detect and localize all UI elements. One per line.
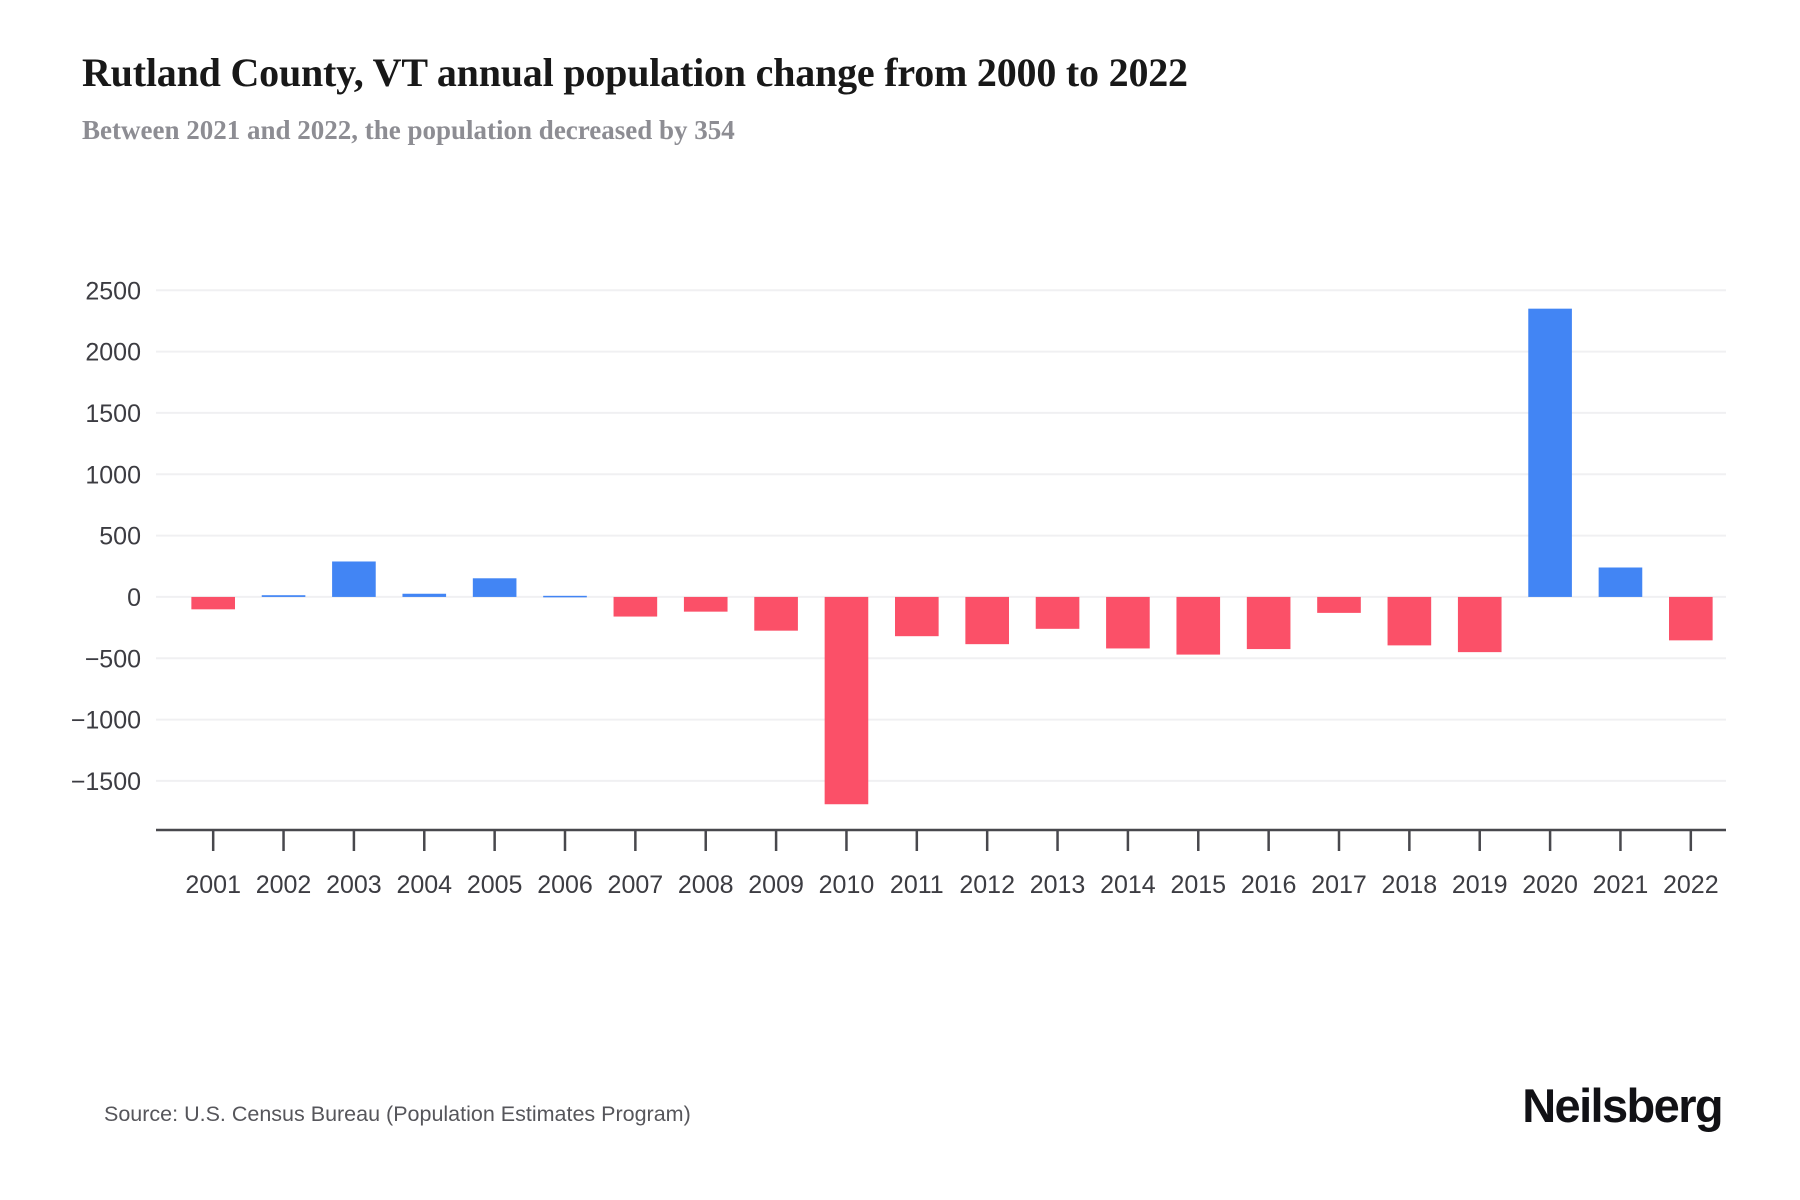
bar[interactable] <box>1457 596 1502 653</box>
bar[interactable] <box>1387 596 1432 646</box>
source-note: Source: U.S. Census Bureau (Population E… <box>104 1102 691 1126</box>
x-axis-tick-label: 2013 <box>1030 871 1086 899</box>
x-axis-tick-label: 2008 <box>678 871 734 899</box>
bar[interactable] <box>965 596 1009 645</box>
bar[interactable] <box>402 593 447 597</box>
page-title: Rutland County, VT annual population cha… <box>82 50 1188 95</box>
y-axis-tick-label: −500 <box>85 645 141 673</box>
x-axis-tick-label: 2011 <box>890 871 944 899</box>
x-axis-tick-label: 2006 <box>537 871 593 899</box>
bar[interactable] <box>754 596 798 631</box>
bar[interactable] <box>683 596 728 612</box>
y-axis-tick-label: −1000 <box>71 707 141 735</box>
x-axis-tick-label: 2009 <box>748 871 804 899</box>
x-axis-tick-label: 2016 <box>1241 871 1297 899</box>
x-axis-tick-label: 2004 <box>396 871 452 899</box>
x-axis-tick-label: 2022 <box>1663 871 1719 899</box>
chart-header: Rutland County, VT annual population cha… <box>82 50 1732 146</box>
bar[interactable] <box>613 596 658 617</box>
bars <box>191 308 1713 805</box>
x-axis-tick-label: 2005 <box>467 871 523 899</box>
x-axis-tick-label: 2001 <box>185 871 241 899</box>
x-axis-tick-label: 2010 <box>819 871 875 899</box>
bar[interactable] <box>1176 596 1221 655</box>
bar[interactable] <box>1246 596 1291 650</box>
x-axis-tick-label: 2017 <box>1311 871 1367 899</box>
y-axis-tick-label: 1500 <box>85 400 141 428</box>
bar[interactable] <box>895 596 939 637</box>
x-axis-tick-label: 2015 <box>1170 871 1226 899</box>
y-axis-tick-label: −1500 <box>71 768 141 796</box>
bar-chart: −1500 −1000 −500 0 500 1000 1500 2000 2500 2001 20… <box>0 215 1800 915</box>
x-axis-tick-label: 2014 <box>1100 871 1156 899</box>
chart-footer: Source: U.S. Census Bureau (Population E… <box>0 1050 1800 1200</box>
bar[interactable] <box>472 578 517 597</box>
y-axis-labels: −1500 −1000 −500 0 500 1000 1500 2000 2500 <box>71 277 141 796</box>
x-axis-labels: 2001 2002 2003 2004 2005 2006 2007 2008 2009 2010… <box>185 830 1719 899</box>
y-axis-tick-label: 500 <box>99 523 141 551</box>
x-axis-tick-label: 2007 <box>608 871 664 899</box>
bar[interactable] <box>1106 596 1150 649</box>
x-axis-tick-label: 2021 <box>1593 871 1649 899</box>
bar[interactable] <box>261 595 306 597</box>
bar[interactable] <box>1317 596 1361 613</box>
x-axis-tick-label: 2019 <box>1452 871 1508 899</box>
x-axis-tick-label: 2018 <box>1382 871 1438 899</box>
bar[interactable] <box>332 561 376 597</box>
bar[interactable] <box>1035 596 1080 629</box>
brand-logo: Neilsberg <box>1522 1079 1723 1132</box>
x-axis-tick-label: 2003 <box>326 871 382 899</box>
gridlines <box>156 289 1726 782</box>
bar[interactable] <box>1528 308 1572 597</box>
bar[interactable] <box>1598 567 1643 597</box>
x-axis-tick-label: 2012 <box>959 871 1015 899</box>
chart-subtitle: Between 2021 and 2022, the population de… <box>82 115 735 145</box>
y-axis-tick-label: 0 <box>127 584 141 612</box>
bar[interactable] <box>191 596 235 610</box>
y-axis-tick-label: 2500 <box>85 277 141 305</box>
bar[interactable] <box>543 595 587 598</box>
y-axis-tick-label: 2000 <box>85 339 141 367</box>
x-axis-tick-label: 2002 <box>256 871 312 899</box>
y-axis-tick-label: 1000 <box>85 461 141 489</box>
bar[interactable] <box>1669 596 1713 641</box>
x-axis-tick-label: 2020 <box>1522 871 1578 899</box>
bar[interactable] <box>824 596 869 805</box>
